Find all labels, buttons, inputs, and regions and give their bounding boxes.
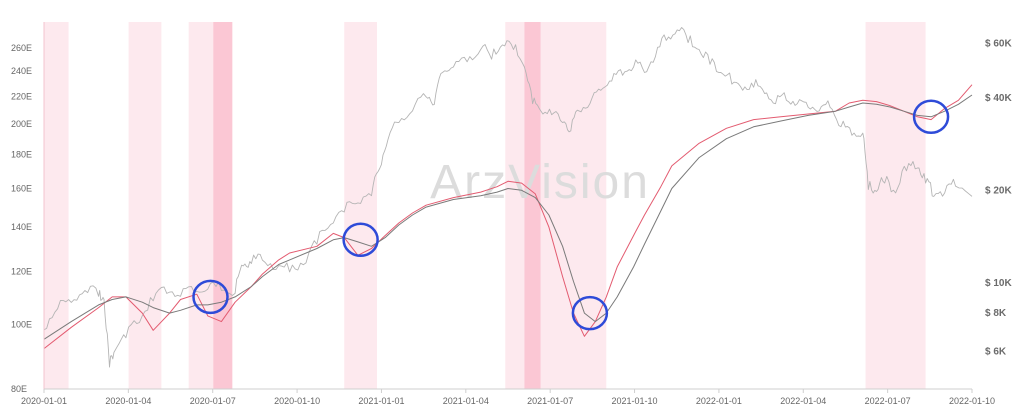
y-left-tick-label: 140E: [11, 222, 32, 232]
right-axis: $ 6K $ 8K $ 10K $ 20K $ 40K $ 60K: [985, 39, 1012, 358]
highlight-circle: [912, 99, 950, 135]
y-left-tick-label: 100E: [11, 319, 32, 329]
shaded-band: [213, 22, 233, 389]
left-axis: 80E 100E 120E 140E 160E 180E 200E 220E 240E 260E: [11, 22, 45, 394]
y-left-tick-label: 180E: [11, 149, 32, 159]
y-left-tick-label: 120E: [11, 267, 32, 277]
series-line: [43, 27, 973, 368]
y-right-tick-label: $ 20K: [985, 186, 1012, 197]
x-tick-label: 2022-01-01: [696, 396, 742, 406]
series-line: [43, 84, 973, 349]
shaded-periods: [44, 22, 926, 389]
y-left-tick-label: 220E: [11, 91, 32, 101]
x-tick-label: 2020-01-04: [105, 396, 151, 406]
y-left-tick-label: 80E: [11, 384, 27, 394]
x-tick-label: 2021-01-01: [358, 396, 404, 406]
y-right-tick-label: $ 8K: [985, 308, 1007, 319]
series-lines: [43, 27, 973, 368]
highlight-circle: [571, 295, 609, 331]
x-tick-label: 2022-01-04: [780, 396, 826, 406]
y-right-tick-label: $ 60K: [985, 39, 1012, 50]
watermark: ArzVision: [430, 156, 650, 209]
highlight-circles: [192, 99, 950, 331]
y-left-tick-label: 200E: [11, 119, 32, 129]
series-line: [43, 94, 973, 340]
y-right-tick-label: $ 10K: [985, 278, 1012, 289]
y-right-tick-label: $ 40K: [985, 93, 1012, 104]
shaded-band: [44, 22, 69, 389]
x-tick-label: 2021-01-10: [612, 396, 658, 406]
x-tick-label: 2022-01-10: [949, 396, 995, 406]
highlight-circle: [192, 279, 229, 315]
shaded-band: [524, 22, 541, 389]
shaded-band: [128, 22, 162, 389]
shaded-band: [505, 22, 525, 389]
shaded-band: [865, 22, 926, 389]
y-left-tick-label: 160E: [11, 183, 32, 193]
x-tick-label: 2022-01-07: [865, 396, 911, 406]
x-tick-label: 2020-01-01: [21, 396, 67, 406]
y-right-tick-label: $ 6K: [985, 347, 1007, 358]
shaded-band: [188, 22, 214, 389]
x-tick-label: 2021-01-04: [443, 396, 489, 406]
x-tick-label: 2021-01-07: [527, 396, 573, 406]
x-tick-label: 2020-01-10: [274, 396, 320, 406]
shaded-band: [344, 22, 377, 389]
y-left-tick-label: 240E: [11, 66, 32, 76]
x-axis: 2020-01-01 2020-01-04 2020-01-07 2020-01-10…: [21, 388, 995, 406]
x-tick-label: 2020-01-07: [190, 396, 236, 406]
y-left-tick-label: 260E: [11, 43, 32, 53]
highlight-circle: [342, 222, 379, 258]
